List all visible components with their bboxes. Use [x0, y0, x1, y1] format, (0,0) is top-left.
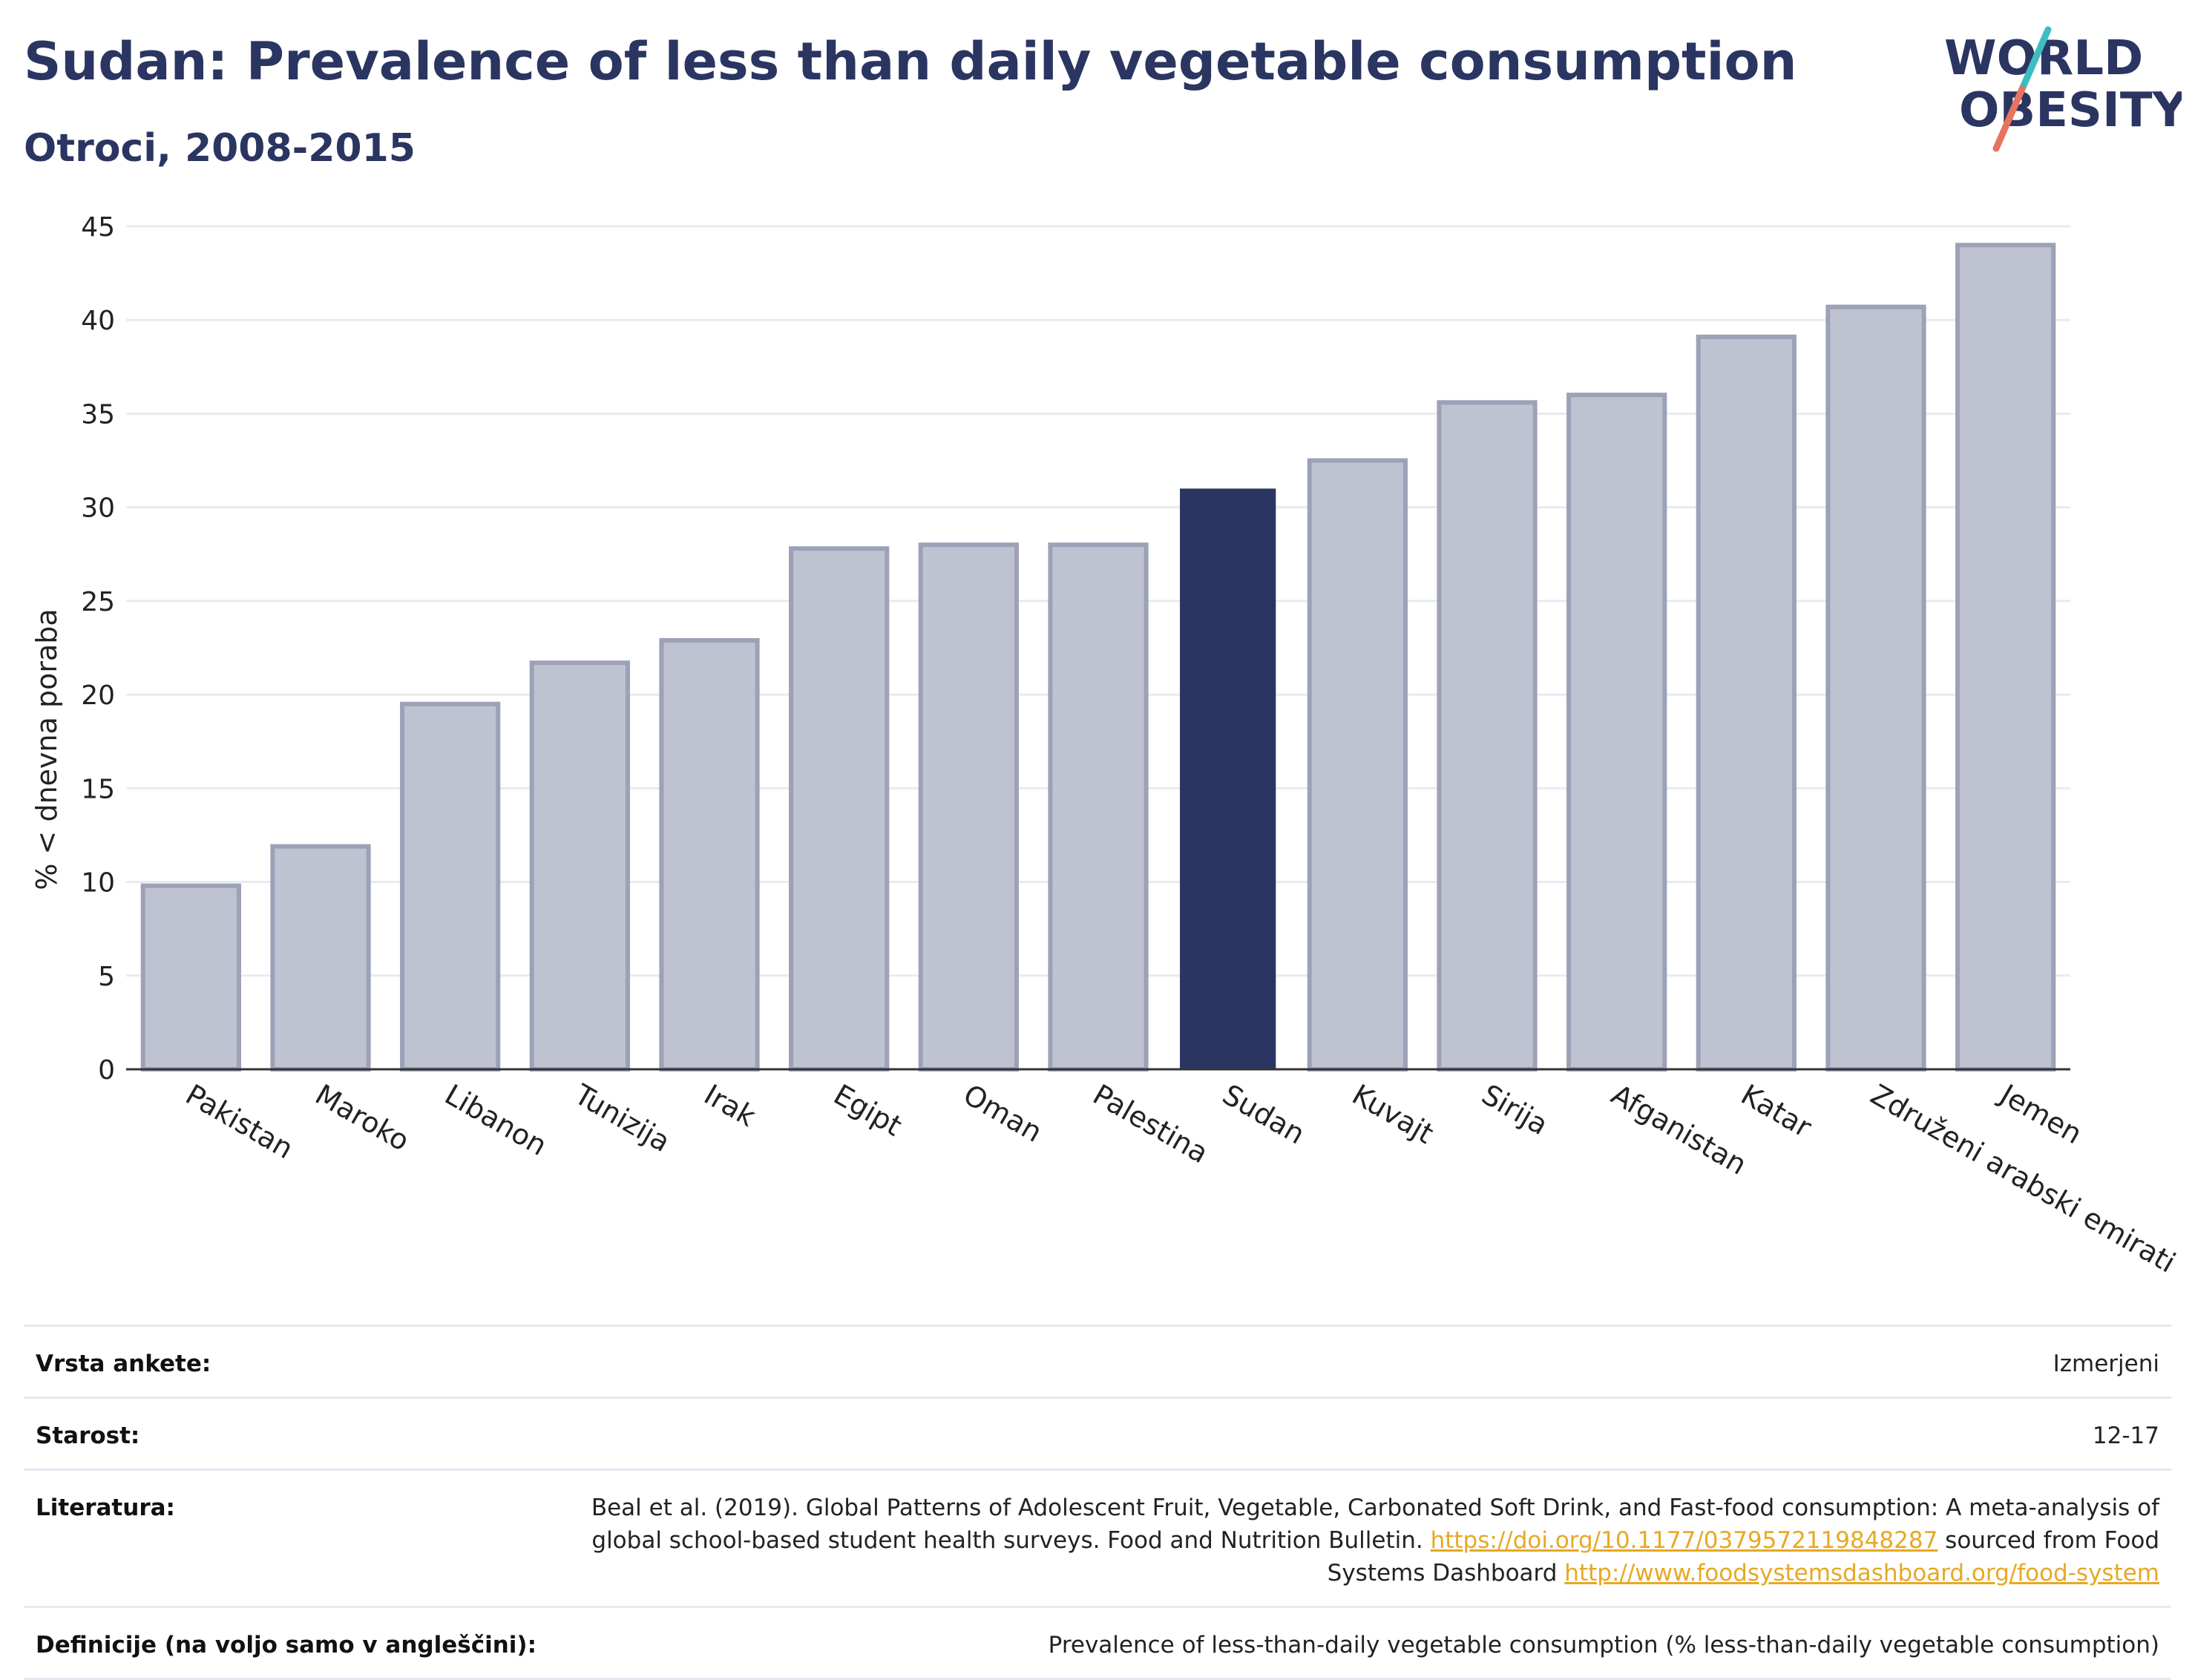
x-tick-label: Sudan: [1217, 1078, 1310, 1151]
literature-text: Beal et al. (2019). Global Patterns of A…: [591, 1494, 2159, 1554]
x-tick-label: Afganistan: [1606, 1078, 1752, 1181]
y-tick-label: 15: [81, 774, 115, 804]
x-tick-label: Katar: [1736, 1078, 1817, 1144]
y-tick-label: 5: [98, 962, 115, 992]
bar-maroko[interactable]: [270, 844, 371, 1072]
survey-type-row: Vrsta ankete: Izmerjeni: [24, 1325, 2171, 1397]
y-tick-label: 20: [81, 680, 115, 711]
bars: [140, 243, 2056, 1072]
y-tick-label: 40: [81, 306, 115, 336]
definitions-value: Prevalence of less-than-daily vegetable …: [1048, 1632, 2159, 1658]
x-tick-label: Palestina: [1088, 1078, 1214, 1170]
x-tick-label: Kuvajt: [1347, 1078, 1439, 1150]
x-tick-label: Pakistan: [180, 1078, 299, 1166]
bar-oman[interactable]: [918, 542, 1019, 1072]
logo-slash-teal: [2018, 26, 2052, 93]
bar-jemen[interactable]: [1955, 243, 2056, 1072]
y-tick-label: 0: [98, 1055, 115, 1086]
bar-katar[interactable]: [1696, 334, 1797, 1072]
x-tick-label: Libanon: [439, 1078, 552, 1162]
bar-sirija[interactable]: [1437, 400, 1538, 1072]
y-tick-label: 30: [81, 493, 115, 524]
literature-value: Beal et al. (2019). Global Patterns of A…: [542, 1492, 2159, 1589]
y-axis-label: % < dnevna poraba: [30, 608, 63, 890]
bar-kuvajt[interactable]: [1307, 458, 1408, 1072]
y-tick-label: 35: [81, 399, 115, 430]
bar-palestina[interactable]: [1048, 542, 1149, 1072]
literature-row: Literatura: Beal et al. (2019). Global P…: [24, 1469, 2171, 1606]
age-label: Starost:: [36, 1423, 140, 1449]
doi-link[interactable]: https://doi.org/10.1177/0379572119848287: [1430, 1527, 1938, 1554]
metadata-table: Vrsta ankete: Izmerjeni Starost: 12-17 L…: [24, 1325, 2171, 1680]
bar-pakistan[interactable]: [140, 883, 241, 1072]
logo-slash-coral: [1992, 85, 2026, 152]
survey-type-value: Izmerjeni: [2053, 1351, 2159, 1377]
bar-libanon[interactable]: [400, 701, 501, 1072]
x-tick-label: Maroko: [310, 1078, 416, 1158]
x-tick-label: Tunizija: [568, 1077, 676, 1158]
bar-sudan[interactable]: [1180, 488, 1276, 1069]
bar-irak[interactable]: [659, 637, 760, 1072]
definitions-row: Definicije (na voljo samo v angleščini):…: [24, 1606, 2171, 1680]
x-tick-label: Jemen: [1993, 1077, 2087, 1151]
x-tick-label: Irak: [699, 1078, 761, 1133]
bar-afganistan[interactable]: [1566, 393, 1667, 1072]
bar-tunizija[interactable]: [529, 660, 630, 1072]
bar-egipt[interactable]: [789, 546, 890, 1072]
age-value: 12-17: [2092, 1423, 2159, 1449]
x-tick-label: Oman: [958, 1078, 1048, 1149]
survey-type-label: Vrsta ankete:: [36, 1351, 211, 1377]
definitions-label: Definicije (na voljo samo v angleščini):: [36, 1632, 537, 1658]
y-tick-label: 25: [81, 587, 115, 617]
age-row: Starost: 12-17: [24, 1397, 2171, 1469]
y-axis-ticks: 0 5 10 15 20 25 30 35 40 45: [81, 212, 115, 1086]
bar-chart: 0 5 10 15 20 25 30 35 40 45 Pakistan Maroko Libanon…: [30, 212, 2181, 1279]
x-tick-label: Egipt: [828, 1078, 908, 1143]
y-tick-label: 45: [81, 212, 115, 243]
chart-title: Sudan: Prevalence of less than daily veg…: [24, 31, 1797, 92]
dashboard-link[interactable]: http://www.foodsystemsdashboard.org/food…: [1564, 1560, 2159, 1587]
literature-text-2: sourced from Food Systems Dashboard: [1327, 1527, 2159, 1587]
chart-subtitle: Otroci, 2008-2015: [24, 126, 416, 171]
y-tick-label: 10: [81, 868, 115, 899]
logo-text-line2: OBESITY: [1959, 83, 2182, 138]
x-tick-label: Sirija: [1477, 1078, 1554, 1141]
literature-label: Literatura:: [36, 1494, 175, 1521]
bar-združeni-arabski-emirati[interactable]: [1825, 304, 1926, 1072]
world-obesity-logo: WORLD OBESITY: [1944, 26, 2182, 152]
x-axis-ticks: Pakistan Maroko Libanon Tunizija Irak Egipt Om…: [180, 1077, 2181, 1279]
